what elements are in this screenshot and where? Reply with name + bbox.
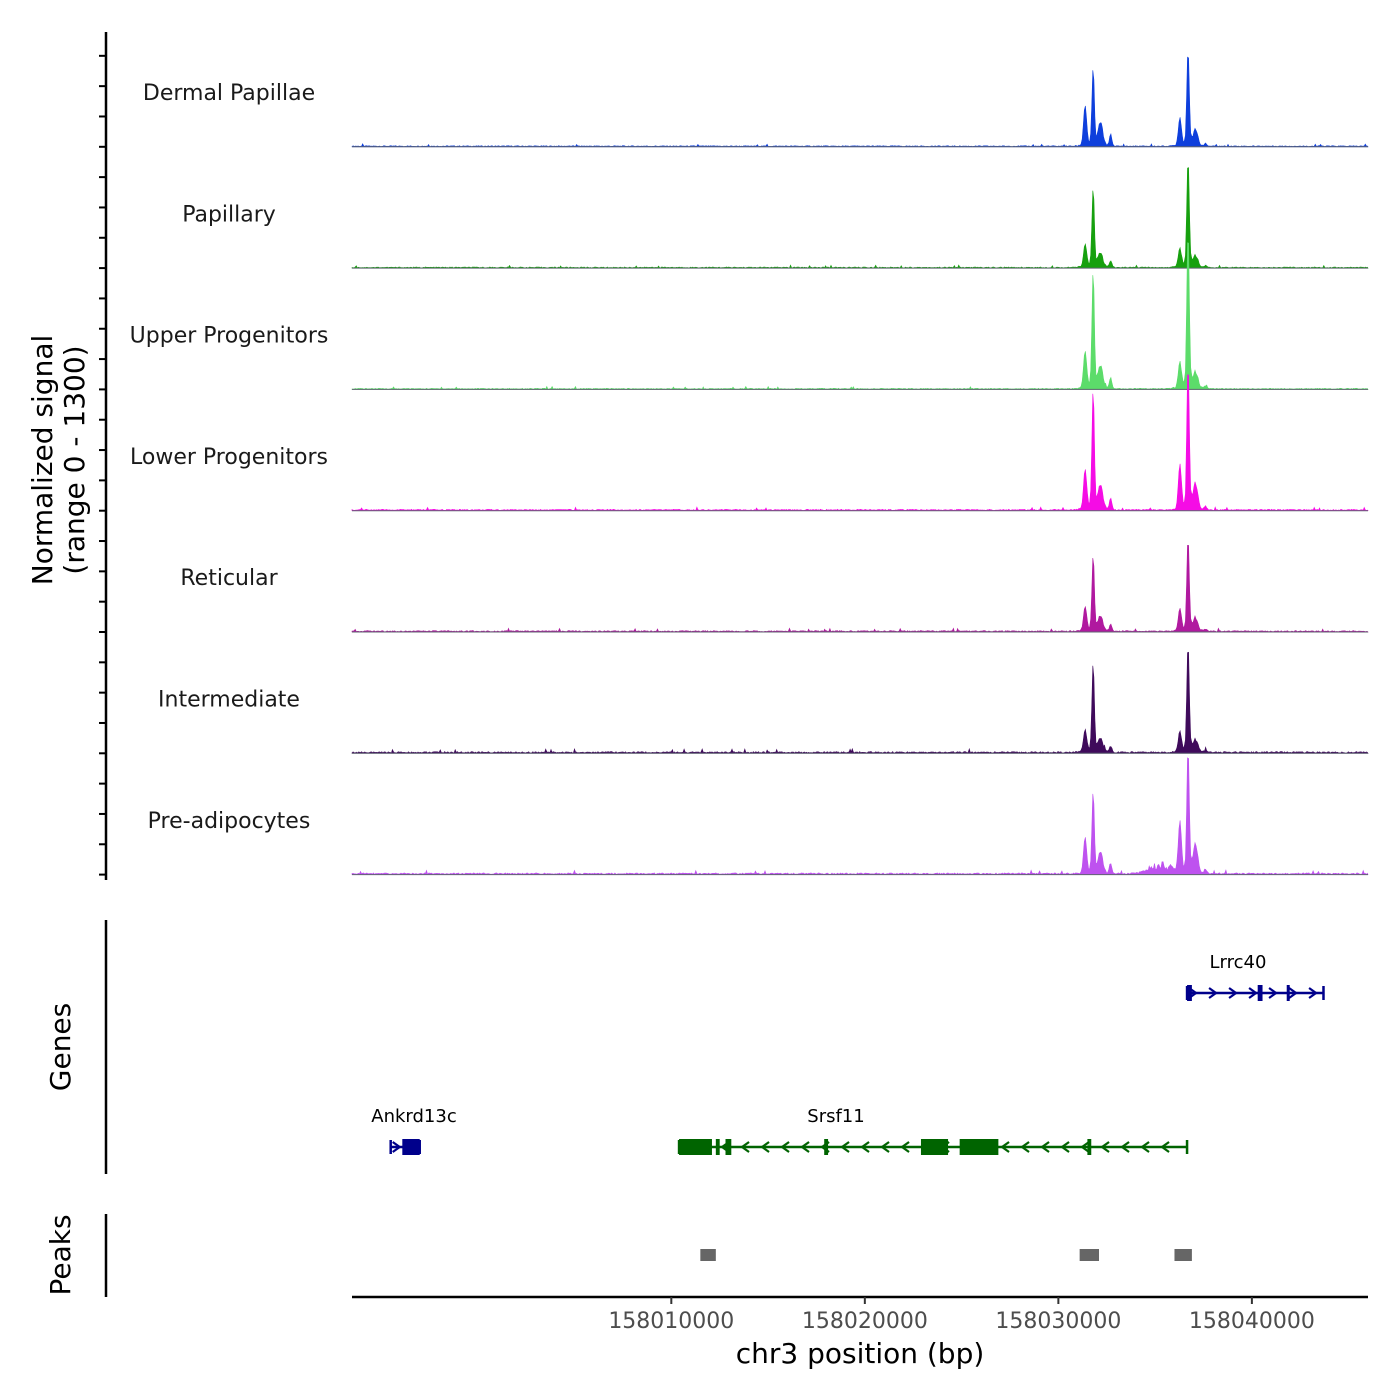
strand-arrow [840, 1141, 850, 1153]
coverage-signal [351, 242, 1369, 390]
track-label: Intermediate [158, 688, 300, 713]
coverage-track: Pre-adipocytes [99, 757, 1369, 876]
coverage-signal [351, 757, 1369, 875]
strand-arrow [1308, 987, 1318, 999]
x-tick-label: 158010000 [608, 1309, 734, 1334]
coverage-track: Reticular [99, 540, 1369, 633]
coverage-tracks: Dermal Papillae Papillary Upper Progenitor… [99, 32, 1369, 880]
coverage-ylabel-line1: Normalized signal [26, 335, 59, 586]
gene-exon [715, 1139, 720, 1155]
strand-arrow [1000, 1141, 1010, 1153]
gene-exon [679, 1139, 712, 1155]
strand-arrow [1268, 987, 1278, 999]
x-axis-title: chr3 position (bp) [736, 1337, 985, 1370]
gene-exon [725, 1139, 732, 1155]
gene-model: Lrrc40 [1185, 952, 1325, 1001]
peak-region [1174, 1249, 1192, 1261]
track-label: Papillary [182, 202, 276, 227]
peak-track [104, 1214, 1192, 1297]
coverage-track: Papillary [99, 167, 1369, 270]
gene-exon [1286, 985, 1290, 1001]
gene-label: Ankrd13c [371, 1106, 456, 1127]
coverage-ylabel-line2: (range 0 - 1300) [58, 345, 91, 574]
x-tick-label: 158030000 [995, 1309, 1121, 1334]
strand-arrow [780, 1141, 790, 1153]
strand-arrow [392, 1141, 402, 1153]
strand-arrow [1120, 1141, 1130, 1153]
strand-arrow [1140, 1141, 1150, 1153]
strand-arrow [1228, 987, 1238, 999]
gene-track: Lrrc40 Ankrd13c Srsf11 [104, 920, 1325, 1174]
coverage-signal [351, 56, 1369, 148]
coverage-signal [351, 167, 1369, 269]
strand-arrow [1160, 1141, 1170, 1153]
peak-region [700, 1249, 716, 1261]
gene-model: Ankrd13c [371, 1106, 457, 1155]
strand-arrow [1100, 1141, 1110, 1153]
coverage-signal [351, 374, 1369, 511]
strand-arrow [760, 1141, 770, 1153]
strand-arrow [1288, 987, 1298, 999]
strand-arrow [1040, 1141, 1050, 1153]
x-tick-label: 158040000 [1189, 1309, 1315, 1334]
gene-label: Lrrc40 [1210, 952, 1267, 973]
gene-exon [920, 1139, 949, 1155]
gene-exon [1087, 1139, 1092, 1155]
gene-exon [959, 1139, 999, 1155]
strand-arrow [880, 1141, 890, 1153]
strand-arrow [860, 1141, 870, 1153]
gene-label: Srsf11 [807, 1106, 864, 1127]
track-label: Lower Progenitors [130, 445, 328, 470]
peaks-ylabel: Peaks [44, 1214, 77, 1295]
strand-arrow [1208, 987, 1218, 999]
strand-arrow [800, 1141, 810, 1153]
strand-arrow [1020, 1141, 1030, 1153]
strand-arrow [900, 1141, 910, 1153]
track-label: Dermal Papillae [143, 81, 315, 106]
gene-exon [1257, 985, 1263, 1001]
track-label: Reticular [180, 566, 278, 591]
x-tick-label: 158020000 [802, 1309, 928, 1334]
strand-arrow [1248, 987, 1258, 999]
gene-exon [402, 1139, 420, 1155]
gene-exon [1187, 985, 1192, 1001]
gene-model: Srsf11 [677, 1106, 1189, 1155]
strand-arrow [1060, 1141, 1070, 1153]
strand-arrow [740, 1141, 750, 1153]
coverage-track: Lower Progenitors [99, 374, 1369, 512]
coverage-track: Intermediate [99, 651, 1369, 755]
genes-ylabel: Genes [44, 1003, 77, 1091]
coverage-signal [351, 544, 1369, 633]
gene-exon [824, 1139, 829, 1155]
coverage-signal [351, 651, 1369, 754]
strand-arrow [1080, 1141, 1090, 1153]
peak-region [1079, 1249, 1100, 1261]
coverage-track: Dermal Papillae [99, 54, 1369, 148]
coverage-track: Upper Progenitors [99, 242, 1369, 391]
x-axis: 158010000 158020000 158030000 158040000 [352, 1295, 1368, 1334]
track-label: Pre-adipocytes [148, 809, 311, 834]
track-label: Upper Progenitors [130, 324, 329, 349]
